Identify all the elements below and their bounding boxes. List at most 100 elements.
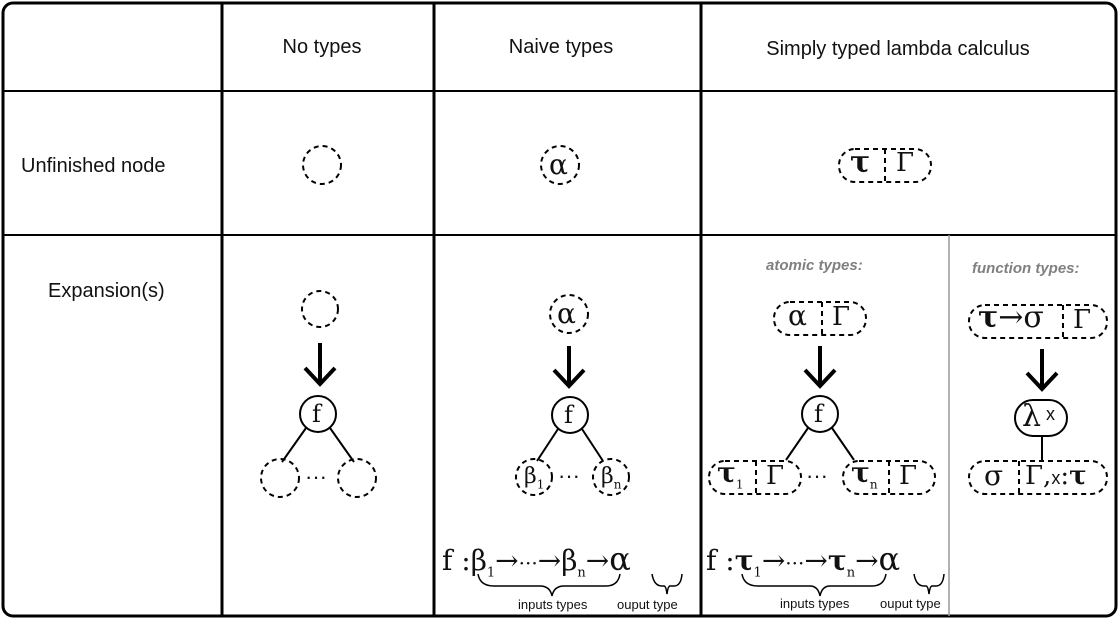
notypes-child-left — [260, 458, 300, 498]
tau-symbol: τ — [851, 456, 870, 489]
subscript-n: n — [869, 477, 878, 492]
atomic-tau-right: τn — [851, 456, 878, 492]
function-child-context: Γ,x:τ — [1025, 461, 1087, 491]
ctx-tau: τ — [1069, 461, 1087, 491]
sig-ellipsis: ··· — [785, 551, 805, 575]
sig-arrow-2: → — [537, 544, 562, 577]
atomic-top-gamma: Γ — [832, 302, 851, 332]
subheader-function: function types: — [972, 260, 1080, 277]
notypes-child-right — [337, 458, 377, 498]
atomic-output-label: ouput type — [880, 596, 941, 611]
header-stlc: Simply typed lambda calculus — [766, 38, 1030, 60]
sig-sub-1: 1 — [753, 565, 762, 581]
naive-top-hole — [549, 294, 589, 334]
beta-symbol: β — [601, 464, 614, 489]
atomic-arrow-head — [803, 368, 837, 389]
notypes-arrow-head — [303, 366, 337, 387]
atomic-f: f — [814, 400, 823, 428]
atomic-top-alpha: α — [788, 299, 807, 332]
unfinished-alpha: α — [549, 148, 568, 181]
sig-arrow-1: → — [495, 544, 519, 577]
tau-symbol: τ — [717, 456, 736, 489]
atomic-f-node — [801, 395, 839, 433]
naive-output-label: ouput type — [617, 597, 678, 612]
naive-beta-right: βn — [601, 464, 621, 491]
subscript-1: 1 — [735, 477, 744, 492]
notypes-f-node — [299, 395, 337, 433]
function-child-sigma: σ — [984, 459, 1004, 492]
sig-arrow-2: → — [804, 544, 828, 577]
function-lambda-x: x — [1046, 404, 1055, 424]
naive-arrow-head — [552, 368, 586, 389]
naive-inputs-brace — [477, 573, 621, 597]
sig-beta-n: β — [561, 544, 578, 577]
atomic-output-brace — [913, 573, 945, 595]
atomic-signature: f :τ1→···→τn→α — [706, 540, 900, 581]
naive-edge-right — [581, 428, 604, 462]
header-no-types: No types — [282, 36, 362, 58]
notypes-edge-right — [329, 427, 355, 463]
atomic-gamma-left: Γ — [766, 461, 785, 491]
unfinished-node-notypes — [302, 145, 342, 185]
function-lambda: λ — [1022, 399, 1042, 434]
row-label-unfinished: Unfinished node — [21, 155, 166, 177]
notypes-f: f — [312, 400, 321, 428]
subscript-n: n — [613, 477, 622, 492]
naive-edge-left — [536, 428, 559, 462]
unfinished-gamma: Γ — [896, 148, 915, 178]
naive-output-brace — [651, 573, 683, 595]
function-top-hole — [968, 304, 1108, 339]
ctx-gamma-comma: Γ, — [1025, 461, 1052, 491]
unfinished-node-naive — [540, 145, 580, 185]
sig-sub-n: n — [577, 565, 586, 581]
ctx-x: x — [1051, 468, 1061, 488]
fn-arrow: → — [998, 300, 1024, 335]
naive-top-alpha: α — [557, 297, 576, 330]
atomic-ellipsis: ··· — [806, 463, 828, 488]
atomic-gamma-right: Γ — [899, 461, 918, 491]
notypes-ellipsis: ··· — [305, 464, 327, 489]
sig-f-colon: f : — [706, 544, 735, 577]
beta-symbol: β — [524, 464, 537, 489]
ctx-colon: : — [1060, 461, 1070, 491]
row-label-expansions: Expansion(s) — [48, 280, 165, 302]
notypes-top-hole — [301, 290, 339, 328]
fn-tau: τ — [978, 300, 999, 335]
naive-ellipsis: ··· — [558, 463, 580, 488]
unfinished-tau: τ — [850, 145, 871, 180]
sig-tau-1: τ — [734, 544, 754, 577]
function-arrow-head — [1025, 371, 1059, 392]
naive-signature: f :β1→···→βn→α — [442, 540, 631, 581]
function-top-type: τ→σ — [978, 300, 1044, 335]
atomic-edge-right — [831, 427, 855, 461]
atomic-top-hole — [773, 301, 867, 336]
sig-tau-n: τ — [827, 544, 847, 577]
naive-f-node — [551, 396, 589, 434]
function-child — [968, 460, 1108, 495]
sig-alpha: α — [609, 540, 631, 578]
atomic-edge-left — [785, 427, 809, 461]
fn-sigma: σ — [1023, 300, 1044, 335]
sig-ellipsis: ··· — [518, 551, 538, 575]
naive-inputs-label: inputs types — [518, 597, 588, 612]
naive-child-right — [592, 458, 630, 496]
atomic-inputs-brace — [741, 573, 887, 597]
sig-alpha: α — [878, 540, 901, 578]
sig-beta-1: β — [470, 544, 487, 577]
atomic-inputs-label: inputs types — [780, 596, 850, 611]
subheader-atomic: atomic types: — [766, 257, 863, 274]
subscript-1: 1 — [536, 477, 545, 492]
sig-f-colon: f : — [442, 544, 471, 577]
atomic-tau-left: τ1 — [717, 456, 743, 492]
naive-f: f — [564, 401, 573, 429]
naive-beta-left: β1 — [524, 464, 544, 491]
sig-arrow-3: → — [585, 544, 610, 577]
naive-child-left — [515, 458, 553, 496]
notypes-edge-left — [281, 427, 307, 463]
sig-sub-1: 1 — [486, 565, 496, 581]
header-naive-types: Naive types — [508, 36, 614, 58]
sig-arrow-1: → — [761, 544, 786, 577]
sig-arrow-3: → — [855, 544, 879, 577]
